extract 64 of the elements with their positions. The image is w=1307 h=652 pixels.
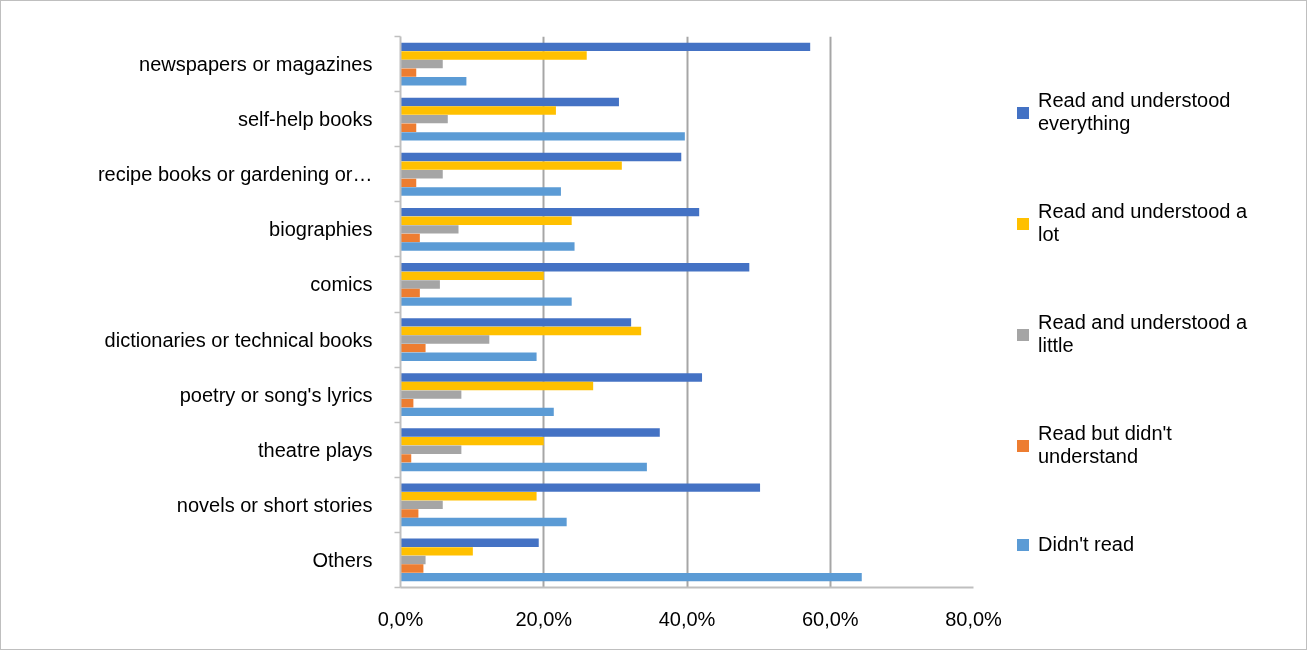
bar bbox=[400, 547, 473, 556]
bar bbox=[400, 132, 685, 141]
bar bbox=[400, 152, 682, 162]
y-tick-label: theatre plays bbox=[257, 438, 373, 461]
y-tick-label: recipe books or gardening or… bbox=[97, 163, 373, 186]
y-tick-label: self-help books bbox=[237, 108, 373, 131]
bar bbox=[400, 114, 448, 124]
bar bbox=[400, 77, 467, 86]
bar bbox=[400, 225, 459, 234]
bar bbox=[400, 216, 572, 225]
bar bbox=[400, 42, 811, 52]
bar bbox=[400, 68, 417, 77]
bar bbox=[400, 390, 462, 399]
legend-label: Didn't read bbox=[1038, 533, 1135, 556]
bar bbox=[400, 492, 537, 501]
bar bbox=[400, 572, 862, 582]
bar bbox=[400, 483, 761, 492]
bar bbox=[400, 381, 594, 391]
legend-label: Read and understood a lot bbox=[1038, 200, 1248, 246]
bar bbox=[400, 407, 554, 417]
bar bbox=[400, 297, 572, 306]
bar bbox=[400, 170, 443, 179]
bar bbox=[400, 59, 443, 69]
bar bbox=[400, 263, 750, 272]
bar bbox=[400, 564, 424, 573]
bar bbox=[400, 106, 556, 115]
bar bbox=[400, 436, 544, 446]
bar bbox=[400, 280, 440, 289]
bar bbox=[400, 271, 544, 281]
bar bbox=[400, 352, 537, 361]
bar bbox=[400, 335, 490, 344]
bar bbox=[400, 343, 426, 353]
y-tick-label: newspapers or magazines bbox=[139, 53, 373, 76]
y-tick-label: poetry or song's lyrics bbox=[179, 383, 373, 406]
y-tick-label: biographies bbox=[269, 218, 373, 241]
bar bbox=[400, 373, 703, 382]
x-tick-label: 0,0% bbox=[377, 607, 424, 630]
bar bbox=[400, 207, 700, 217]
y-tick-label: dictionaries or technical books bbox=[104, 328, 373, 351]
x-tick-label: 80,0% bbox=[945, 607, 1003, 630]
bar bbox=[400, 326, 642, 336]
bar bbox=[400, 318, 632, 327]
bar bbox=[400, 242, 575, 251]
bar bbox=[400, 500, 443, 510]
bar bbox=[400, 187, 561, 196]
y-tick-label: Others bbox=[312, 548, 373, 571]
legend-label: Read but didn't understand bbox=[1038, 422, 1172, 468]
legend-label: Read and understood a little bbox=[1038, 311, 1248, 357]
bar bbox=[400, 517, 567, 527]
y-tick-label: novels or short stories bbox=[176, 493, 373, 516]
bar bbox=[400, 51, 587, 60]
x-tick-label: 20,0% bbox=[515, 607, 573, 630]
x-tick-label: 40,0% bbox=[658, 607, 716, 630]
bar bbox=[400, 538, 539, 547]
bar bbox=[400, 428, 660, 437]
bar bbox=[400, 462, 647, 472]
legend-label: Read and understood everything bbox=[1038, 89, 1231, 135]
x-tick-label: 60,0% bbox=[801, 607, 859, 630]
bar bbox=[400, 445, 462, 454]
bar bbox=[400, 97, 619, 107]
bar bbox=[400, 161, 622, 170]
bar bbox=[400, 509, 419, 518]
y-tick-label: comics bbox=[310, 273, 373, 296]
bar bbox=[400, 555, 426, 565]
